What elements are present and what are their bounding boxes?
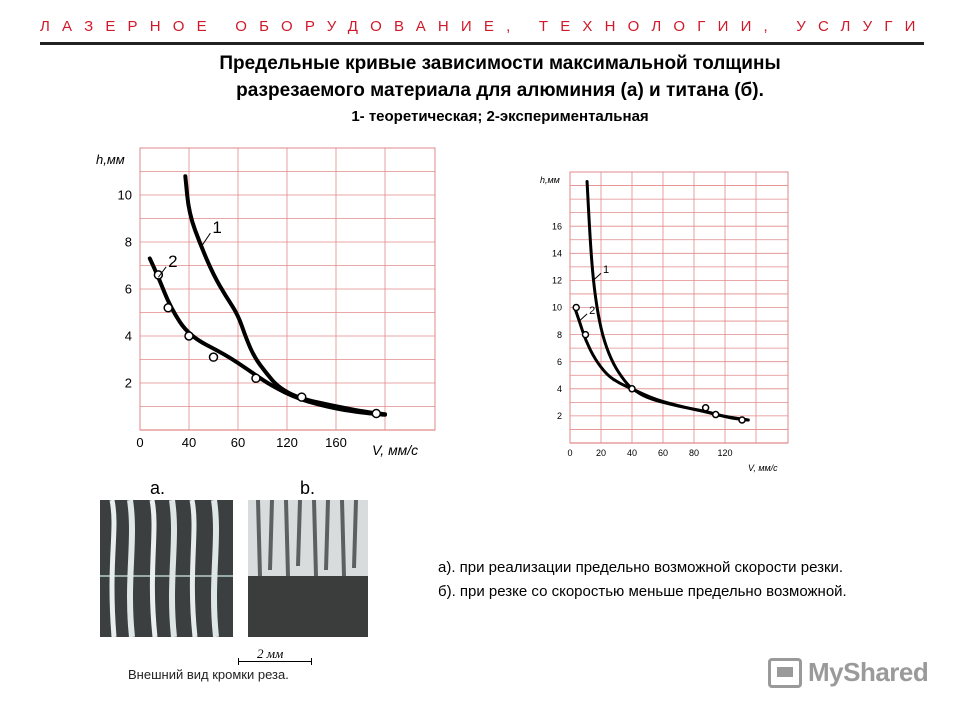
title-line-2: разрезаемого материала для алюминия (а) …	[236, 80, 764, 101]
chart-aluminum-ytick-label: 6	[125, 282, 132, 297]
cut-edge-photo-a	[100, 500, 233, 637]
chart-titanium-series-1-line	[585, 179, 750, 422]
photo-caption: Внешний вид кромки реза.	[128, 667, 289, 682]
chart-aluminum-series-2-point	[163, 303, 173, 313]
chart-titanium-series: 12	[572, 179, 750, 424]
chart-titanium-series-2-point	[581, 330, 590, 339]
chart-aluminum-ticks: 2 4 6 8 10 0 40 60 120 160	[118, 188, 347, 450]
title-line-1: Предельные кривые зависимости максимальн…	[219, 53, 781, 74]
chart-aluminum-xtick-label: 160	[325, 435, 347, 450]
chart-titanium-series-2-line	[573, 306, 750, 422]
chart-aluminum-xlabel: V, мм/с	[372, 442, 418, 458]
chart-titanium-xtick-label: 0	[567, 448, 572, 458]
photo-a-label: a.	[150, 478, 166, 498]
chart-aluminum-series: 12	[147, 174, 387, 419]
chart-titanium-series-2-point	[711, 410, 720, 419]
chart-titanium-xtick-label: 120	[717, 448, 732, 458]
chart-aluminum-xtick-label: 40	[182, 435, 196, 450]
chart-aluminum-ytick-label: 2	[125, 376, 132, 391]
chart-titanium-grid	[569, 171, 789, 444]
chart-titanium-ytick-label: 4	[557, 384, 562, 394]
chart-titanium-xlabel: V, мм/с	[748, 463, 778, 473]
chart-titanium-ytick-label: 14	[552, 248, 562, 258]
chart-aluminum-series-2-point	[153, 270, 164, 280]
chart-aluminum-xtick-label: 0	[136, 435, 143, 450]
chart-aluminum-ytick-label: 8	[125, 235, 132, 250]
chart-aluminum-ytick-label: 10	[118, 188, 132, 203]
chart-titanium-ylabel: h,мм	[540, 175, 560, 185]
scale-bar-label: 2 мм	[257, 646, 284, 661]
chart-aluminum-ytick-label: 4	[125, 329, 132, 344]
chart-titanium-series-1-label: 1	[603, 264, 609, 276]
chart-titanium-series-2-leader	[578, 313, 588, 322]
chart-titanium-ytick-label: 16	[552, 221, 562, 231]
cut-edge-photo-b	[248, 500, 368, 637]
chart-titanium-ytick-label: 2	[557, 411, 562, 421]
chart-titanium-xtick-label: 60	[658, 448, 668, 458]
banner-text: ЛАЗЕРНОЕ ОБОРУДОВАНИЕ, ТЕХНОЛОГИИ, УСЛУГ…	[40, 18, 928, 35]
chart-titanium-ytick-label: 6	[557, 357, 562, 367]
chart-titanium-xtick-label: 80	[689, 448, 699, 458]
chart-aluminum-grid	[139, 147, 436, 431]
logo-icon	[768, 657, 802, 688]
chart-titanium-series-2-label: 2	[589, 305, 595, 317]
chart-aluminum-series-2-leader	[157, 266, 167, 278]
chart-aluminum-series-2-point	[251, 373, 261, 384]
chart-titanium-ytick-label: 12	[552, 276, 562, 286]
chart-titanium-series-1-leader	[592, 272, 602, 281]
chart-titanium-series-2-point	[628, 385, 636, 393]
notes: а). при реализации предельно возможной с…	[438, 556, 847, 604]
chart-titanium-ytick-label: 8	[557, 330, 562, 340]
chart-titanium-frame	[569, 171, 789, 444]
chart-titanium-xtick-label: 20	[596, 448, 606, 458]
slide-title: Предельные кривые зависимости максимальн…	[100, 50, 900, 104]
note-line-a: а). при реализации предельно возможной с…	[438, 559, 844, 576]
chart-titanium-series-2-point	[572, 303, 580, 312]
chart-titanium-xtick-label: 40	[627, 448, 637, 458]
chart-aluminum-series-2-point	[371, 408, 382, 419]
chart-titanium-series-2-point	[738, 416, 746, 424]
chart-titanium-series-2-point	[701, 404, 710, 412]
chart-aluminum-series-1-line	[183, 174, 387, 417]
note-line-b: б). при резке со скоростью меньше предел…	[438, 583, 847, 600]
myshared-logo: MyShared	[768, 657, 929, 688]
chart-aluminum-xtick-label: 120	[276, 435, 298, 450]
top-banner: ЛАЗЕРНОЕ ОБОРУДОВАНИЕ, ТЕХНОЛОГИИ, УСЛУГ…	[40, 16, 924, 45]
slide-subtitle: 1- теоретическая; 2-экспериментальная	[351, 108, 649, 125]
chart-aluminum-frame	[139, 147, 436, 431]
chart-aluminum-series-2-point	[184, 331, 194, 341]
chart-aluminum-series-2-label: 2	[168, 252, 177, 271]
chart-titanium-ytick-label: 10	[552, 303, 562, 313]
chart-aluminum-series-2-line	[147, 256, 387, 417]
chart-aluminum-series-1-leader	[200, 232, 211, 247]
logo-text: MyShared	[808, 657, 929, 687]
chart-aluminum-ylabel: h,мм	[96, 152, 125, 167]
chart-aluminum-xtick-label: 60	[231, 435, 245, 450]
chart-aluminum-series-2-point	[296, 392, 307, 402]
scale-bar	[238, 658, 312, 665]
photo-b-label: b.	[300, 478, 316, 498]
chart-aluminum-series-1-label: 1	[212, 218, 221, 237]
chart-aluminum-series-2-point	[208, 352, 219, 362]
